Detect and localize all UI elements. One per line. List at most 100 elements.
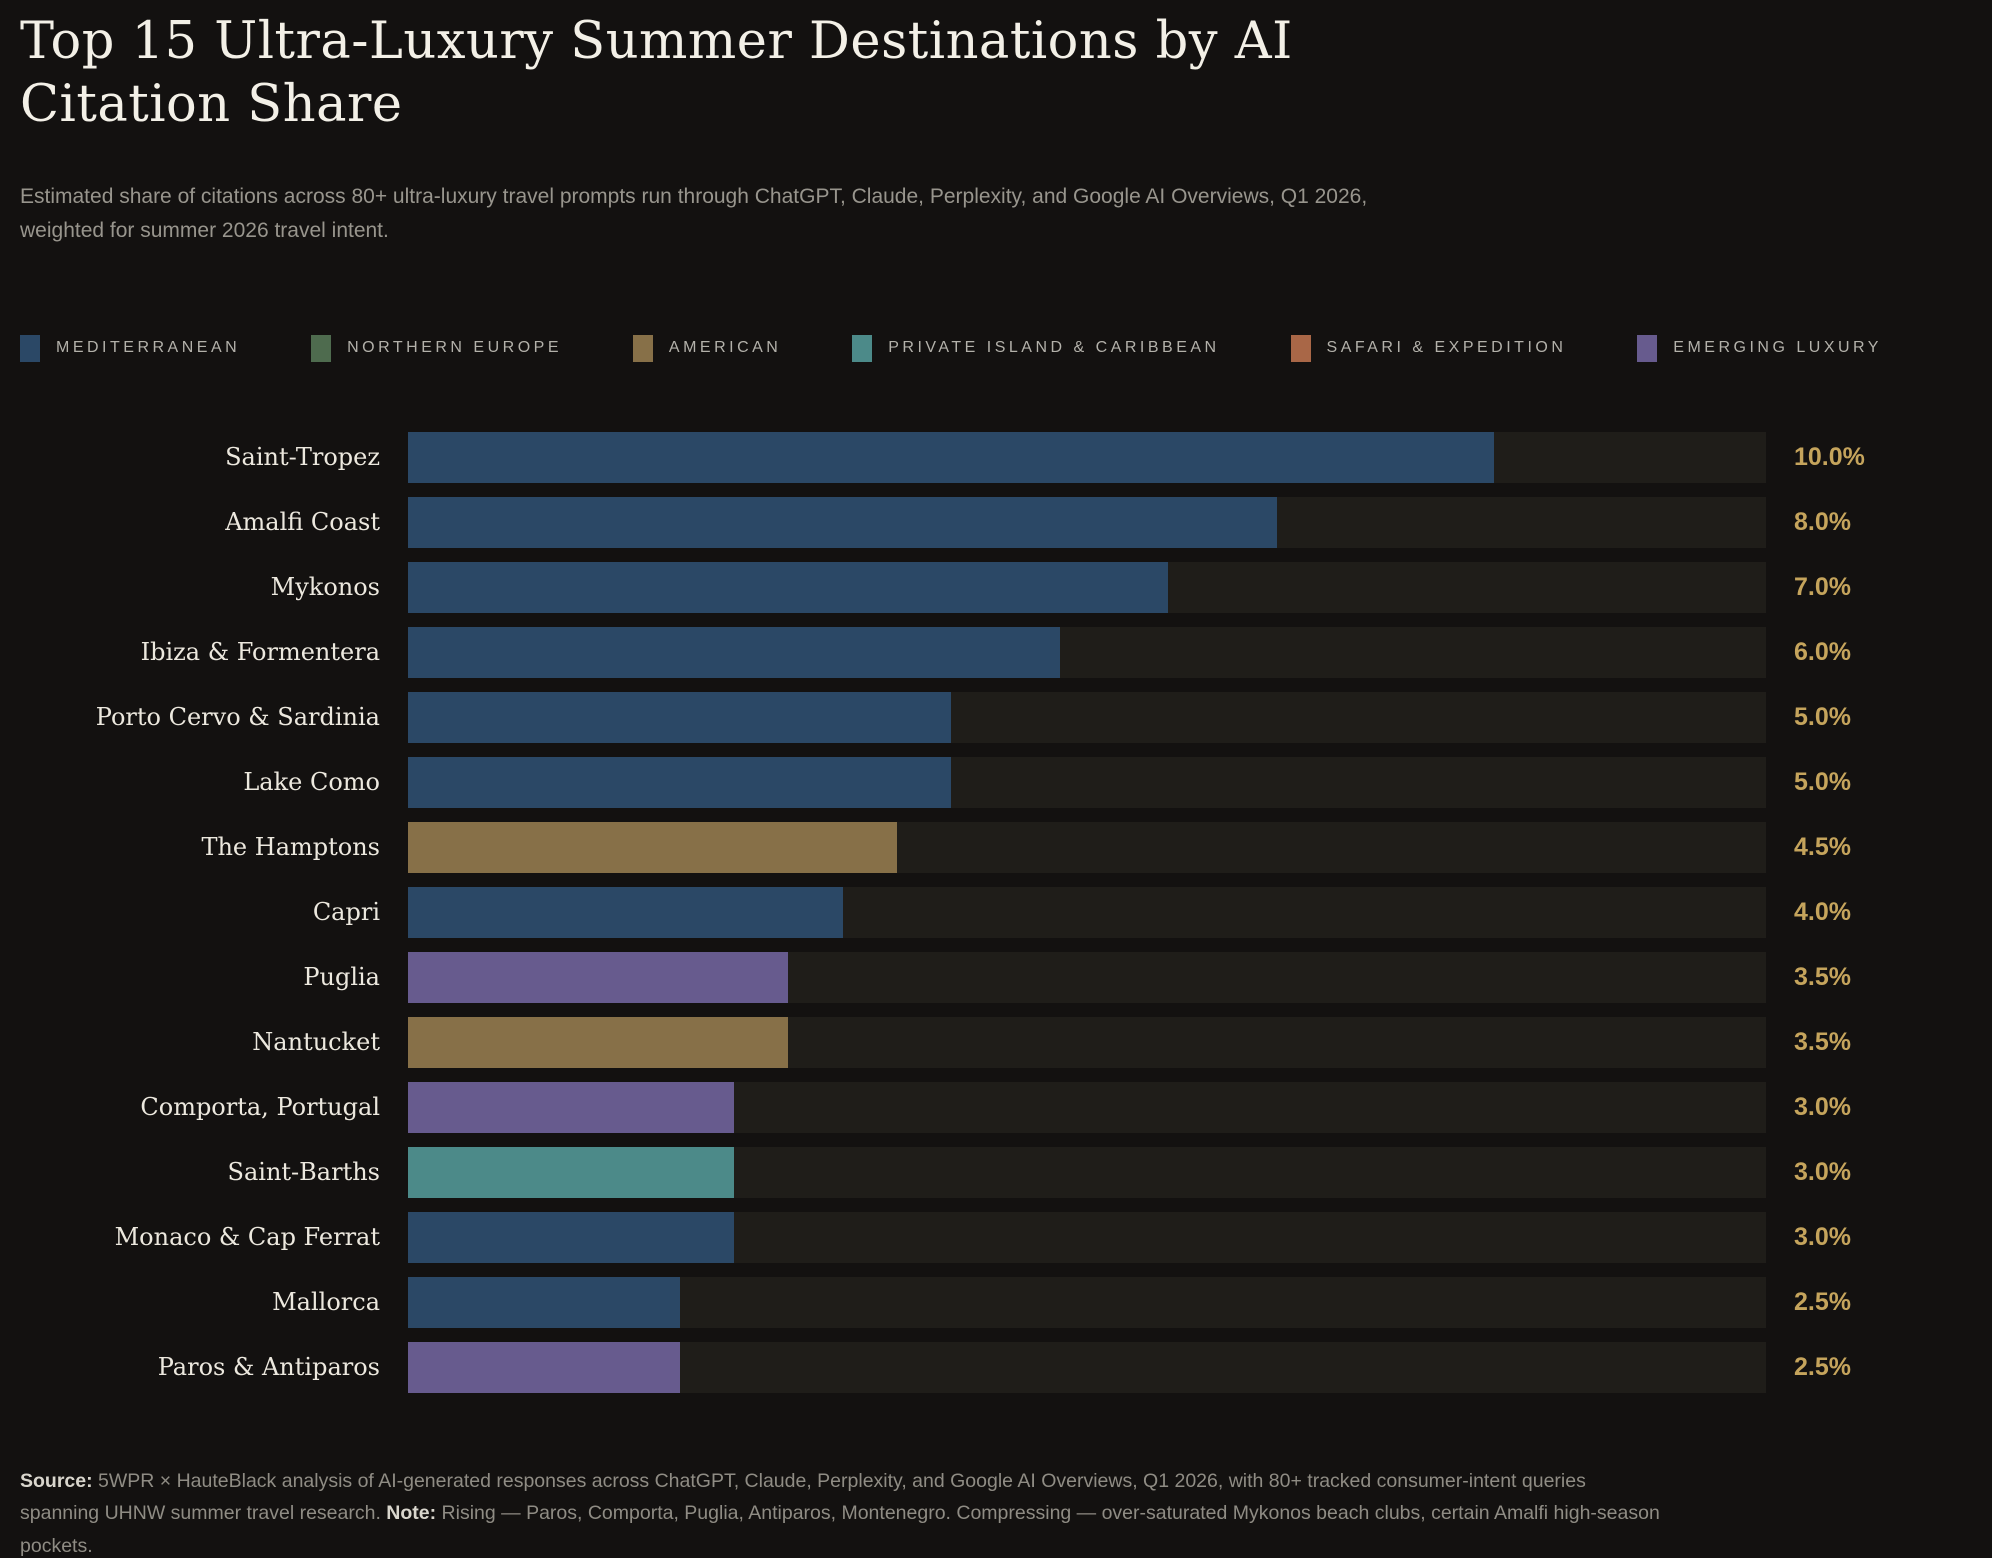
bar-chart: Saint-Tropez 10.0% Amalfi Coast 8.0% Mykonos… [20, 431, 1972, 1393]
bar-value: 4.0% [1794, 897, 1851, 926]
bar-row: Mallorca 2.5% [20, 1276, 1972, 1328]
bar-category-label: Mallorca [272, 1288, 380, 1316]
bar-category-label: Saint-Barths [227, 1158, 380, 1186]
legend-label: MEDITERRANEAN [56, 339, 241, 356]
bar-value: 2.5% [1794, 1352, 1851, 1381]
bar-value: 7.0% [1794, 572, 1851, 601]
bar [408, 1341, 680, 1393]
bar [408, 496, 1278, 548]
bar-track [408, 1341, 1766, 1393]
bar-category-label: Lake Como [243, 768, 380, 796]
bar-category-label: Saint-Tropez [225, 443, 380, 471]
bar-row: Capri 4.0% [20, 886, 1972, 938]
bar-track [408, 1016, 1766, 1068]
legend-item-american: AMERICAN [632, 334, 782, 362]
bar [408, 1276, 680, 1328]
bar [408, 821, 897, 873]
bar-row: Comporta, Portugal 3.0% [20, 1081, 1972, 1133]
bar-row: Mykonos 7.0% [20, 561, 1972, 613]
bar-value: 3.5% [1794, 962, 1851, 991]
source-text: 5WPR × HauteBlack analysis of AI-generat… [20, 1469, 1586, 1525]
legend-swatch-icon [1637, 334, 1658, 362]
legend-item-emerging: EMERGING LUXURY [1637, 334, 1882, 362]
bar-row: Saint-Tropez 10.0% [20, 431, 1972, 483]
legend-label: EMERGING LUXURY [1673, 339, 1882, 356]
bar [408, 561, 1169, 613]
legend-swatch-icon [632, 334, 653, 362]
bar-value: 3.0% [1794, 1157, 1851, 1186]
bar-category-label: Porto Cervo & Sardinia [95, 703, 380, 731]
bar-value: 2.5% [1794, 1287, 1851, 1316]
bar-category-label: Nantucket [252, 1028, 380, 1056]
bar-row: Amalfi Coast 8.0% [20, 496, 1972, 548]
bar [408, 951, 789, 1003]
bar-track [408, 691, 1766, 743]
legend-swatch-icon [20, 334, 40, 362]
legend-item-mediterranean: MEDITERRANEAN [20, 334, 241, 362]
legend-label: NORTHERN EUROPE [347, 339, 562, 356]
bar-row: Ibiza & Formentera 6.0% [20, 626, 1972, 678]
legend-swatch-icon [311, 334, 332, 362]
chart-subtitle: Estimated share of citations across 80+ … [20, 185, 1368, 243]
bar-track [408, 1146, 1766, 1198]
bar-track [408, 886, 1766, 938]
bar-category-label: Paros & Antiparos [157, 1353, 380, 1381]
bar-track [408, 626, 1766, 678]
bar [408, 886, 843, 938]
bar-category-label: Puglia [303, 963, 380, 991]
bar-track [408, 1081, 1766, 1133]
bar-track [408, 496, 1766, 548]
bar-track [408, 951, 1766, 1003]
bar [408, 1211, 734, 1263]
legend-swatch-icon [1290, 334, 1311, 362]
bar-category-label: Capri [312, 898, 380, 926]
bar-value: 6.0% [1794, 637, 1851, 666]
bar-value: 5.0% [1794, 702, 1851, 731]
bar-value: 4.5% [1794, 832, 1851, 861]
bar-row: Nantucket 3.5% [20, 1016, 1972, 1068]
bar-category-label: Amalfi Coast [225, 508, 380, 536]
bar [408, 431, 1495, 483]
bar-value: 3.0% [1794, 1092, 1851, 1121]
bar-track [408, 1276, 1766, 1328]
bar [408, 1016, 789, 1068]
legend-label: SAFARI & EXPEDITION [1326, 339, 1567, 356]
bar-row: Paros & Antiparos 2.5% [20, 1341, 1972, 1393]
bar-track [408, 756, 1766, 808]
note-text: Rising — Paros, Comporta, Puglia, Antipa… [20, 1502, 1660, 1557]
bar-row: Porto Cervo & Sardinia 5.0% [20, 691, 1972, 743]
bar-value: 8.0% [1794, 507, 1851, 536]
bar-track [408, 821, 1766, 873]
legend-label: AMERICAN [668, 339, 782, 356]
legend-item-safari: SAFARI & EXPEDITION [1290, 334, 1567, 362]
chart-title: Top 15 Ultra-Luxury Summer Destinations … [20, 12, 1293, 135]
bar [408, 626, 1060, 678]
bar-category-label: Mykonos [270, 573, 380, 601]
bar-value: 3.5% [1794, 1027, 1851, 1056]
bar-category-label: The Hamptons [201, 833, 380, 861]
note-label: Note: [386, 1502, 437, 1525]
legend-item-northern_europe: NORTHERN EUROPE [311, 334, 562, 362]
bar-track [408, 431, 1766, 483]
bar-row: Saint-Barths 3.0% [20, 1146, 1972, 1198]
bar-row: Puglia 3.5% [20, 951, 1972, 1003]
bar [408, 1146, 734, 1198]
legend: MEDITERRANEAN NORTHERN EUROPE AMERICAN PRIV… [20, 334, 1882, 362]
bar [408, 691, 952, 743]
bar [408, 756, 952, 808]
source-label: Source: [20, 1469, 93, 1492]
bar-track [408, 561, 1766, 613]
bar-track [408, 1211, 1766, 1263]
bar-row: Monaco & Cap Ferrat 3.0% [20, 1211, 1972, 1263]
bar-category-label: Monaco & Cap Ferrat [114, 1223, 380, 1251]
bar-row: Lake Como 5.0% [20, 756, 1972, 808]
legend-swatch-icon [852, 334, 873, 362]
footer-note: Source: 5WPR × HauteBlack analysis of AI… [20, 1465, 1660, 1558]
legend-item-island: PRIVATE ISLAND & CARIBBEAN [852, 334, 1220, 362]
bar-row: The Hamptons 4.5% [20, 821, 1972, 873]
legend-label: PRIVATE ISLAND & CARIBBEAN [888, 339, 1220, 356]
bar-value: 10.0% [1794, 442, 1865, 471]
bar-value: 3.0% [1794, 1222, 1851, 1251]
bar-category-label: Ibiza & Formentera [140, 638, 380, 666]
